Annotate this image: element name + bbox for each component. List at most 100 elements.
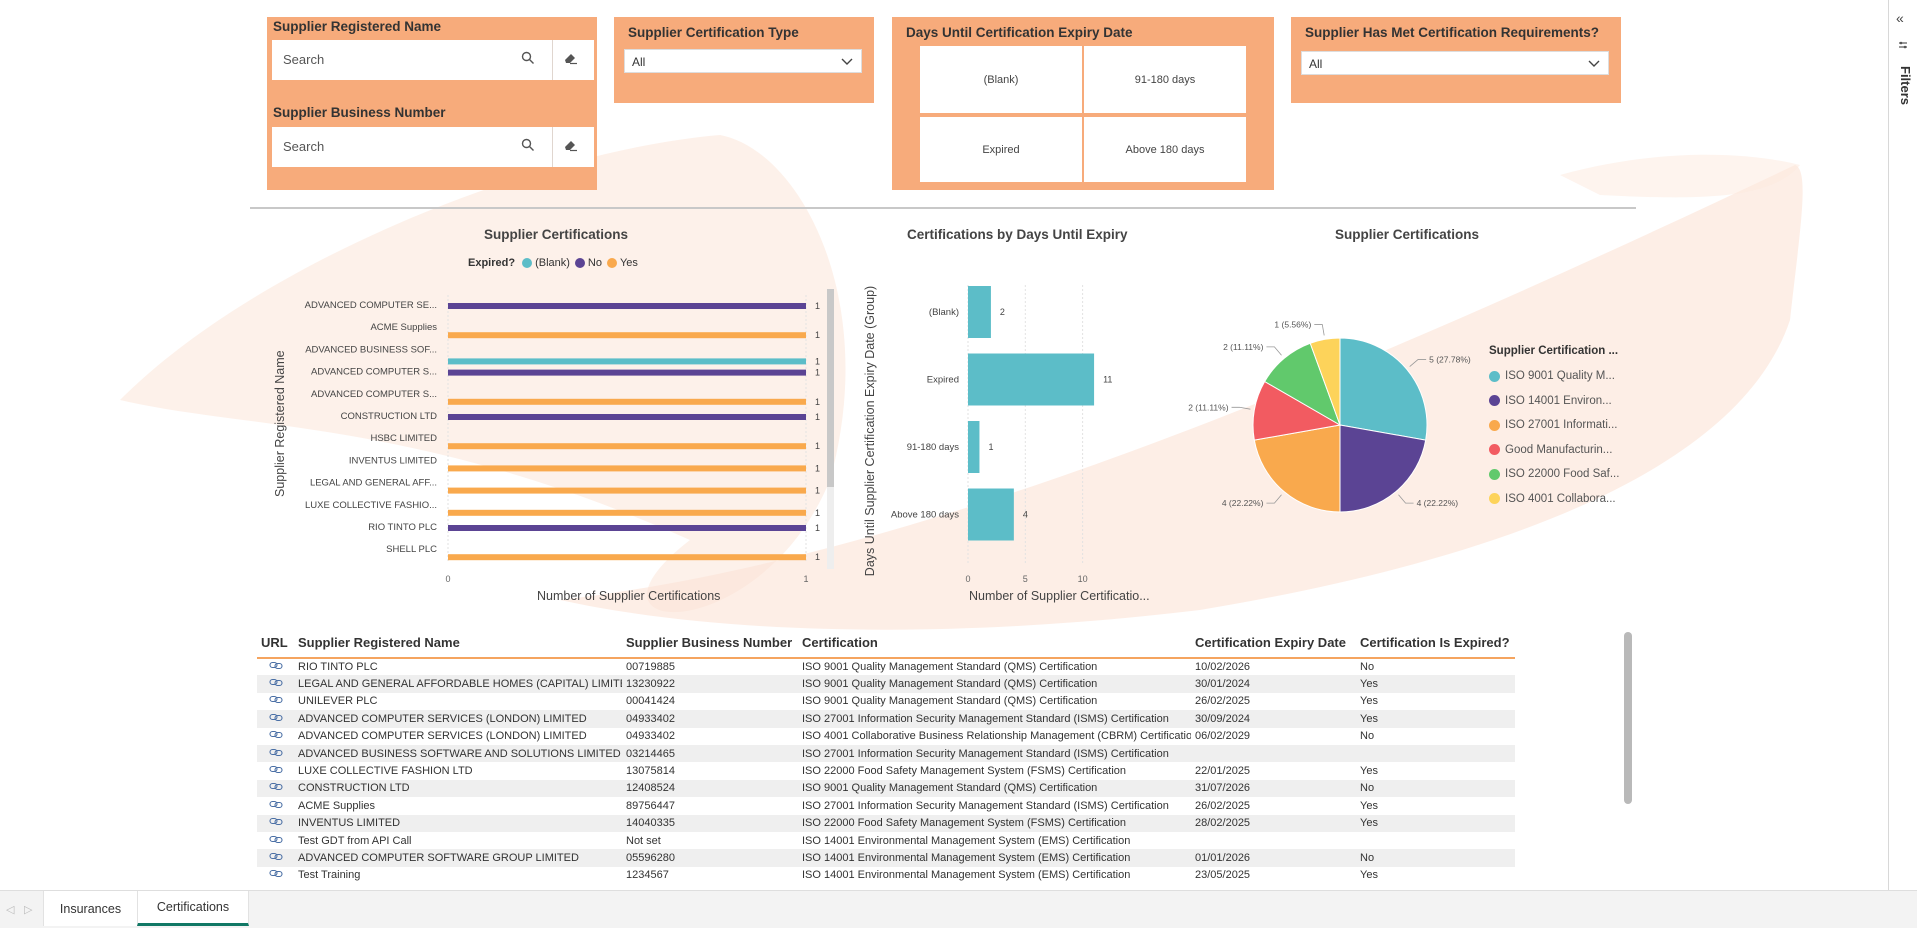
bar-mark[interactable]: [448, 509, 806, 516]
link-icon[interactable]: [268, 835, 283, 844]
url-cell[interactable]: [257, 762, 294, 780]
filter-icon[interactable]: [1898, 40, 1908, 50]
bar-legend-blank[interactable]: (Blank): [535, 257, 570, 269]
col-header-certification[interactable]: Certification: [798, 628, 1191, 659]
bar-chart-scrollbar[interactable]: [827, 289, 834, 569]
bar-mark[interactable]: [448, 443, 806, 450]
eraser-icon[interactable]: [563, 138, 579, 152]
bar-mark[interactable]: [448, 525, 806, 531]
expiry-tile-91-180[interactable]: 91-180 days: [1084, 46, 1246, 113]
table-row[interactable]: LEGAL AND GENERAL AFFORDABLE HOMES (CAPI…: [257, 675, 1515, 693]
filters-pane[interactable]: « Filters: [1888, 0, 1917, 890]
pie-data-label: 2 (11.11%): [1188, 402, 1228, 412]
col-header-is-expired[interactable]: Certification Is Expired?: [1356, 628, 1515, 659]
table-row[interactable]: Test Training 1234567 ISO 14001 Environmen…: [257, 866, 1515, 881]
table-row[interactable]: CONSTRUCTION LTD 12408524 ISO 9001 Quality…: [257, 779, 1515, 798]
url-cell[interactable]: [257, 710, 294, 728]
bar-legend-yes[interactable]: Yes: [619, 257, 638, 269]
days-bar[interactable]: [968, 488, 1014, 541]
chevron-down-icon[interactable]: [1588, 58, 1600, 68]
bar-mark[interactable]: [448, 303, 806, 309]
bar-mark[interactable]: [448, 332, 806, 339]
pie-legend-item[interactable]: Good Manufacturin...: [1489, 438, 1619, 463]
table-row[interactable]: UNILEVER PLC 00041424 ISO 9001 Quality Man…: [257, 692, 1515, 711]
search-registered-name[interactable]: Search: [272, 40, 594, 80]
table-row[interactable]: ADVANCED COMPUTER SERVICES (LONDON) LIMI…: [257, 710, 1515, 728]
tab-certifications[interactable]: Certifications: [137, 891, 249, 926]
tab-next-icon[interactable]: ▷: [24, 904, 33, 916]
filters-pane-label[interactable]: Filters: [1898, 66, 1913, 106]
tab-insurances[interactable]: Insurances: [43, 891, 138, 926]
link-icon[interactable]: [268, 730, 283, 739]
expiry-tile-above-180[interactable]: Above 180 days: [1084, 117, 1246, 182]
search-business-number[interactable]: Search: [272, 127, 594, 167]
url-cell[interactable]: [257, 779, 294, 798]
table-row[interactable]: INVENTUS LIMITED 14040335 ISO 22000 Food S…: [257, 814, 1515, 832]
link-icon[interactable]: [268, 678, 283, 687]
bar-legend-no[interactable]: No: [587, 257, 602, 269]
pie-legend-item[interactable]: ISO 4001 Collabora...: [1489, 487, 1619, 512]
link-icon[interactable]: [268, 713, 283, 722]
link-icon[interactable]: [268, 748, 283, 757]
url-cell[interactable]: [257, 727, 294, 745]
table-row[interactable]: LUXE COLLECTIVE FASHION LTD 13075814 ISO 2…: [257, 762, 1515, 780]
bar-mark[interactable]: [448, 369, 806, 376]
days-bar[interactable]: [968, 421, 980, 473]
url-cell[interactable]: [257, 866, 294, 881]
table-scrollbar[interactable]: [1624, 632, 1632, 804]
business-number-cell: 05596280: [622, 849, 798, 867]
col-header-registered-name[interactable]: Supplier Registered Name: [294, 628, 622, 659]
search-icon[interactable]: [521, 51, 535, 65]
collapse-chevron-icon[interactable]: «: [1896, 10, 1904, 26]
table-row[interactable]: RIO TINTO PLC 00719885 ISO 9001 Quality Ma…: [257, 658, 1515, 676]
met-requirements-dropdown[interactable]: All: [1301, 51, 1609, 75]
pie-legend-item[interactable]: ISO 9001 Quality M...: [1489, 364, 1619, 389]
table-row[interactable]: ACME Supplies 89756447 ISO 27001 Informati…: [257, 797, 1515, 815]
search-icon[interactable]: [521, 138, 535, 152]
url-cell[interactable]: [257, 814, 294, 832]
url-cell[interactable]: [257, 797, 294, 815]
pie-legend-item[interactable]: ISO 22000 Food Saf...: [1489, 462, 1619, 487]
table-row[interactable]: Test GDT from API Call Not set ISO 14001 E…: [257, 831, 1515, 850]
url-cell[interactable]: [257, 831, 294, 850]
link-icon[interactable]: [268, 817, 283, 826]
days-bar[interactable]: [968, 353, 1095, 406]
pie-legend-item[interactable]: ISO 27001 Informati...: [1489, 413, 1619, 438]
pie-slice[interactable]: [1339, 424, 1427, 513]
url-cell[interactable]: [257, 744, 294, 763]
link-icon[interactable]: [268, 765, 283, 774]
url-cell[interactable]: [257, 675, 294, 693]
col-header-business-number[interactable]: Supplier Business Number: [622, 628, 798, 659]
bar-mark[interactable]: [448, 358, 806, 365]
bar-mark[interactable]: [448, 487, 806, 494]
link-icon[interactable]: [268, 782, 283, 791]
expiry-tile-expired[interactable]: Expired: [920, 117, 1082, 182]
table-row[interactable]: ADVANCED COMPUTER SERVICES (LONDON) LIMI…: [257, 727, 1515, 745]
url-cell[interactable]: [257, 658, 294, 676]
col-header-url[interactable]: URL: [257, 628, 294, 659]
cert-type-dropdown[interactable]: All: [624, 49, 862, 73]
bar-mark[interactable]: [448, 554, 806, 561]
certification-cell: ISO 14001 Environmental Management Syste…: [798, 831, 1191, 850]
bar-mark[interactable]: [448, 414, 806, 420]
pie-slice[interactable]: [1339, 337, 1428, 441]
url-cell[interactable]: [257, 849, 294, 867]
link-icon[interactable]: [268, 661, 283, 670]
link-icon[interactable]: [268, 800, 283, 809]
table-row[interactable]: ADVANCED BUSINESS SOFTWARE AND SOLUTIONS…: [257, 744, 1515, 763]
link-icon[interactable]: [268, 852, 283, 861]
eraser-icon[interactable]: [563, 51, 579, 65]
table-row[interactable]: ADVANCED COMPUTER SOFTWARE GROUP LIMITED…: [257, 849, 1515, 867]
bar-mark[interactable]: [448, 465, 806, 472]
col-header-expiry-date[interactable]: Certification Expiry Date: [1191, 628, 1356, 659]
pie-legend-item[interactable]: ISO 14001 Environ...: [1489, 389, 1619, 414]
bar-chart-scroll-thumb[interactable]: [827, 289, 834, 487]
tab-prev-icon[interactable]: ◁: [6, 904, 15, 916]
expiry-tile-blank[interactable]: (Blank): [920, 46, 1082, 113]
link-icon[interactable]: [268, 869, 283, 878]
url-cell[interactable]: [257, 692, 294, 711]
bar-mark[interactable]: [448, 398, 806, 405]
chevron-down-icon[interactable]: [841, 56, 853, 66]
days-bar[interactable]: [968, 286, 991, 338]
link-icon[interactable]: [268, 695, 283, 704]
